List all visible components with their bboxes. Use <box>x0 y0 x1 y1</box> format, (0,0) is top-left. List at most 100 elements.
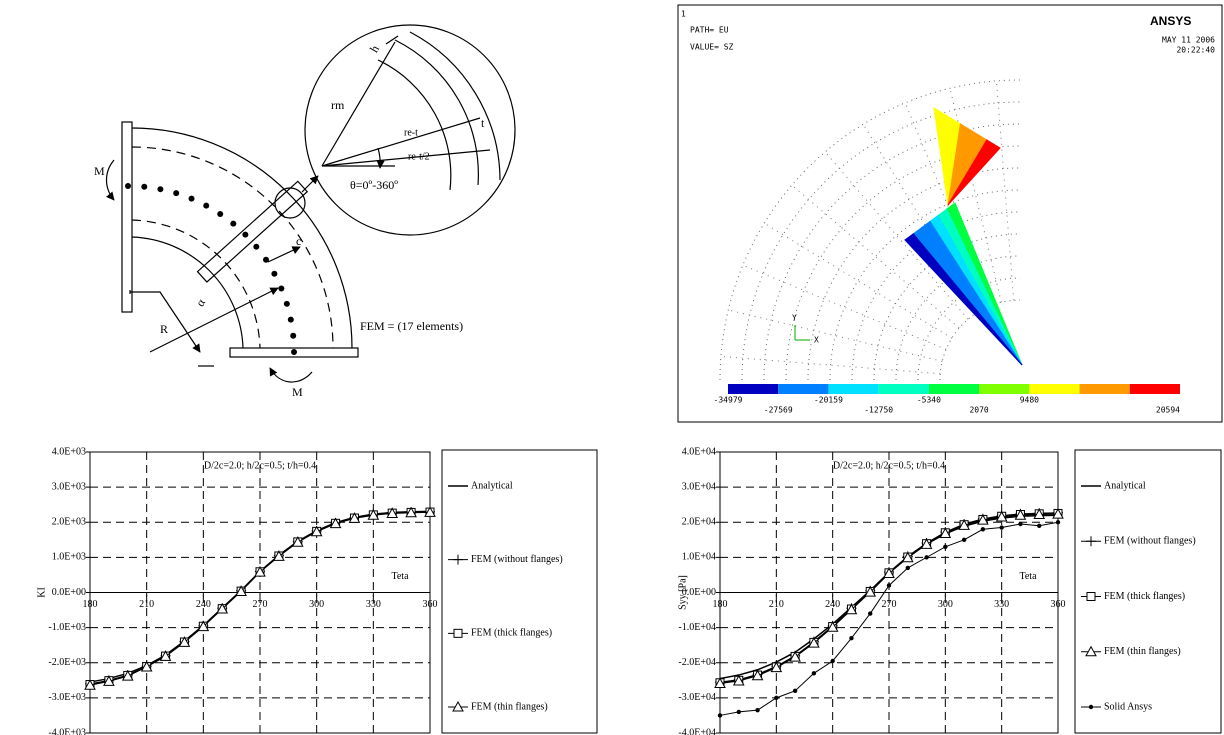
y-tick-label: 0.0E+00 <box>52 587 86 598</box>
y-tick-label: -4.0E+04 <box>678 727 716 735</box>
chart-annotation: D/2c=2.0; h/2c=0.5; t/h=0.4 <box>833 460 945 471</box>
x-tick-label: 360 <box>1051 599 1066 610</box>
x-tick-label: 240 <box>825 599 840 610</box>
y-tick-label: 2.0E+03 <box>52 517 86 528</box>
marker-dot <box>812 671 816 675</box>
ret-label: re-t <box>404 127 418 138</box>
detail-marker <box>275 188 305 218</box>
colorbar-swatch <box>1130 384 1180 394</box>
legend-box <box>442 450 597 733</box>
center-line <box>125 183 297 355</box>
y-tick-label: -2.0E+04 <box>678 657 716 668</box>
dashed-wall <box>132 147 333 348</box>
rm-label: rm <box>331 98 345 112</box>
moment-label: M <box>94 164 105 178</box>
y-tick-label: -4.0E+03 <box>48 727 86 735</box>
chart: 4.0E+043.0E+042.0E+041.0E+040.0E+00-1.0E… <box>677 446 1221 735</box>
triad-x: X <box>814 336 819 345</box>
legend-label: FEM (thick flanges) <box>471 628 552 639</box>
legend-label: Analytical <box>1104 480 1146 491</box>
marker-dot <box>962 538 966 542</box>
node-dot <box>242 232 248 238</box>
marker-dot <box>1018 522 1022 526</box>
marker-dot <box>906 566 910 570</box>
x-tick-label: 360 <box>423 599 438 610</box>
page: M M α R c FEM = (17 elements) h t rm re-… <box>0 0 1224 735</box>
logo: ANSYS <box>1150 14 1191 28</box>
triad-y: Y <box>792 314 797 323</box>
y-axis-label: Syy [Pa] <box>677 575 688 610</box>
colorbar-label: -27569 <box>764 406 793 415</box>
x-tick-label: 300 <box>309 599 324 610</box>
node-dot <box>230 221 236 227</box>
marker-square <box>454 629 462 637</box>
marker-square <box>1087 593 1095 601</box>
marker-dot <box>1037 524 1041 528</box>
colorbar-label: -12750 <box>864 406 893 415</box>
colorbar-swatch <box>929 384 979 394</box>
colorbar-swatch <box>879 384 929 394</box>
radius-line <box>150 288 278 352</box>
time: 20:22:40 <box>1176 46 1215 55</box>
y-tick-label: -1.0E+04 <box>678 622 716 633</box>
fem-label: FEM = (17 elements) <box>360 319 463 333</box>
date: MAY 11 2006 <box>1162 36 1215 45</box>
y-tick-label: -1.0E+03 <box>48 622 86 633</box>
radius-label: R <box>160 322 168 336</box>
marker-dot <box>849 636 853 640</box>
node-dot <box>271 271 277 277</box>
node-dot <box>125 183 131 189</box>
legend-label: FEM (thick flanges) <box>1104 591 1185 602</box>
y-tick-label: 1.0E+04 <box>682 552 716 563</box>
marker-dot <box>868 611 872 615</box>
h-label: h <box>367 43 382 55</box>
chart: 4.0E+033.0E+032.0E+031.0E+030.0E+00-1.0E… <box>36 446 597 735</box>
legend-label: Solid Ansys <box>1104 701 1152 712</box>
c-arrow <box>268 247 300 262</box>
colorbar-label: -5340 <box>917 396 941 405</box>
node-dot <box>157 186 163 192</box>
node-dot <box>290 333 296 339</box>
chart-annotation: D/2c=2.0; h/2c=0.5; t/h=0.4 <box>204 460 316 471</box>
colorbar-swatch <box>979 384 1029 394</box>
node-dot <box>253 244 259 250</box>
angle-label: α <box>193 296 209 309</box>
y-tick-label: 1.0E+03 <box>52 552 86 563</box>
y-tick-label: -3.0E+03 <box>48 692 86 703</box>
colorbar-swatch <box>778 384 828 394</box>
colorbar-label: 20594 <box>1156 406 1180 415</box>
marker-dot <box>830 659 834 663</box>
node-dot <box>203 203 209 209</box>
x-tick-label: 240 <box>196 599 211 610</box>
colorbar-swatch <box>1029 384 1079 394</box>
x-tick-label: 180 <box>713 599 728 610</box>
y-tick-label: 3.0E+04 <box>682 481 716 492</box>
path-label: PATH= EU <box>690 26 729 35</box>
marker-dot <box>755 708 759 712</box>
x-tick-label: 210 <box>769 599 784 610</box>
x-tick-label: 270 <box>882 599 897 610</box>
detail-arrow <box>302 176 318 192</box>
x-tick-label: 330 <box>366 599 381 610</box>
marker-dot <box>774 696 778 700</box>
moment-arrow <box>107 160 115 200</box>
colorbar-label: -34979 <box>714 396 743 405</box>
window-number: 1 <box>681 10 686 19</box>
marker-dot <box>943 545 947 549</box>
elbow-diagram: M M α R c FEM = (17 elements) h t rm re-… <box>94 25 515 399</box>
colorbar-label: 2070 <box>969 406 988 415</box>
crack-arc <box>395 40 478 185</box>
colorbar-label: 9480 <box>1020 396 1039 405</box>
moment-label: M <box>292 385 303 399</box>
marker-dot <box>924 555 928 559</box>
value-label: VALUE= SZ <box>690 43 734 52</box>
marker-dot <box>718 713 722 717</box>
outer-wall <box>132 128 352 348</box>
theta-arc <box>378 148 380 168</box>
y-tick-label: 3.0E+03 <box>52 481 86 492</box>
node-dot <box>173 190 179 196</box>
y-tick-label: 2.0E+04 <box>682 517 716 528</box>
x-tick-label: 180 <box>83 599 98 610</box>
ret2-label: re-t/2 <box>408 151 430 162</box>
x-tick-label: 300 <box>938 599 953 610</box>
